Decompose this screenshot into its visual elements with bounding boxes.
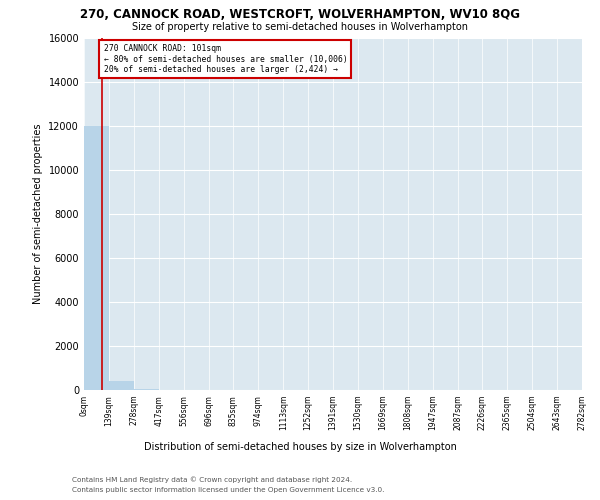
- Text: Size of property relative to semi-detached houses in Wolverhampton: Size of property relative to semi-detach…: [132, 22, 468, 32]
- Text: 270, CANNOCK ROAD, WESTCROFT, WOLVERHAMPTON, WV10 8QG: 270, CANNOCK ROAD, WESTCROFT, WOLVERHAMP…: [80, 8, 520, 20]
- Text: Contains public sector information licensed under the Open Government Licence v3: Contains public sector information licen…: [72, 487, 385, 493]
- Y-axis label: Number of semi-detached properties: Number of semi-detached properties: [33, 124, 43, 304]
- Bar: [84, 126, 109, 390]
- Text: Distribution of semi-detached houses by size in Wolverhampton: Distribution of semi-detached houses by …: [143, 442, 457, 452]
- Text: Contains HM Land Registry data © Crown copyright and database right 2024.: Contains HM Land Registry data © Crown c…: [72, 476, 352, 482]
- Text: 270 CANNOCK ROAD: 101sqm
← 80% of semi-detached houses are smaller (10,006)
20% : 270 CANNOCK ROAD: 101sqm ← 80% of semi-d…: [104, 44, 347, 74]
- Bar: [109, 380, 134, 390]
